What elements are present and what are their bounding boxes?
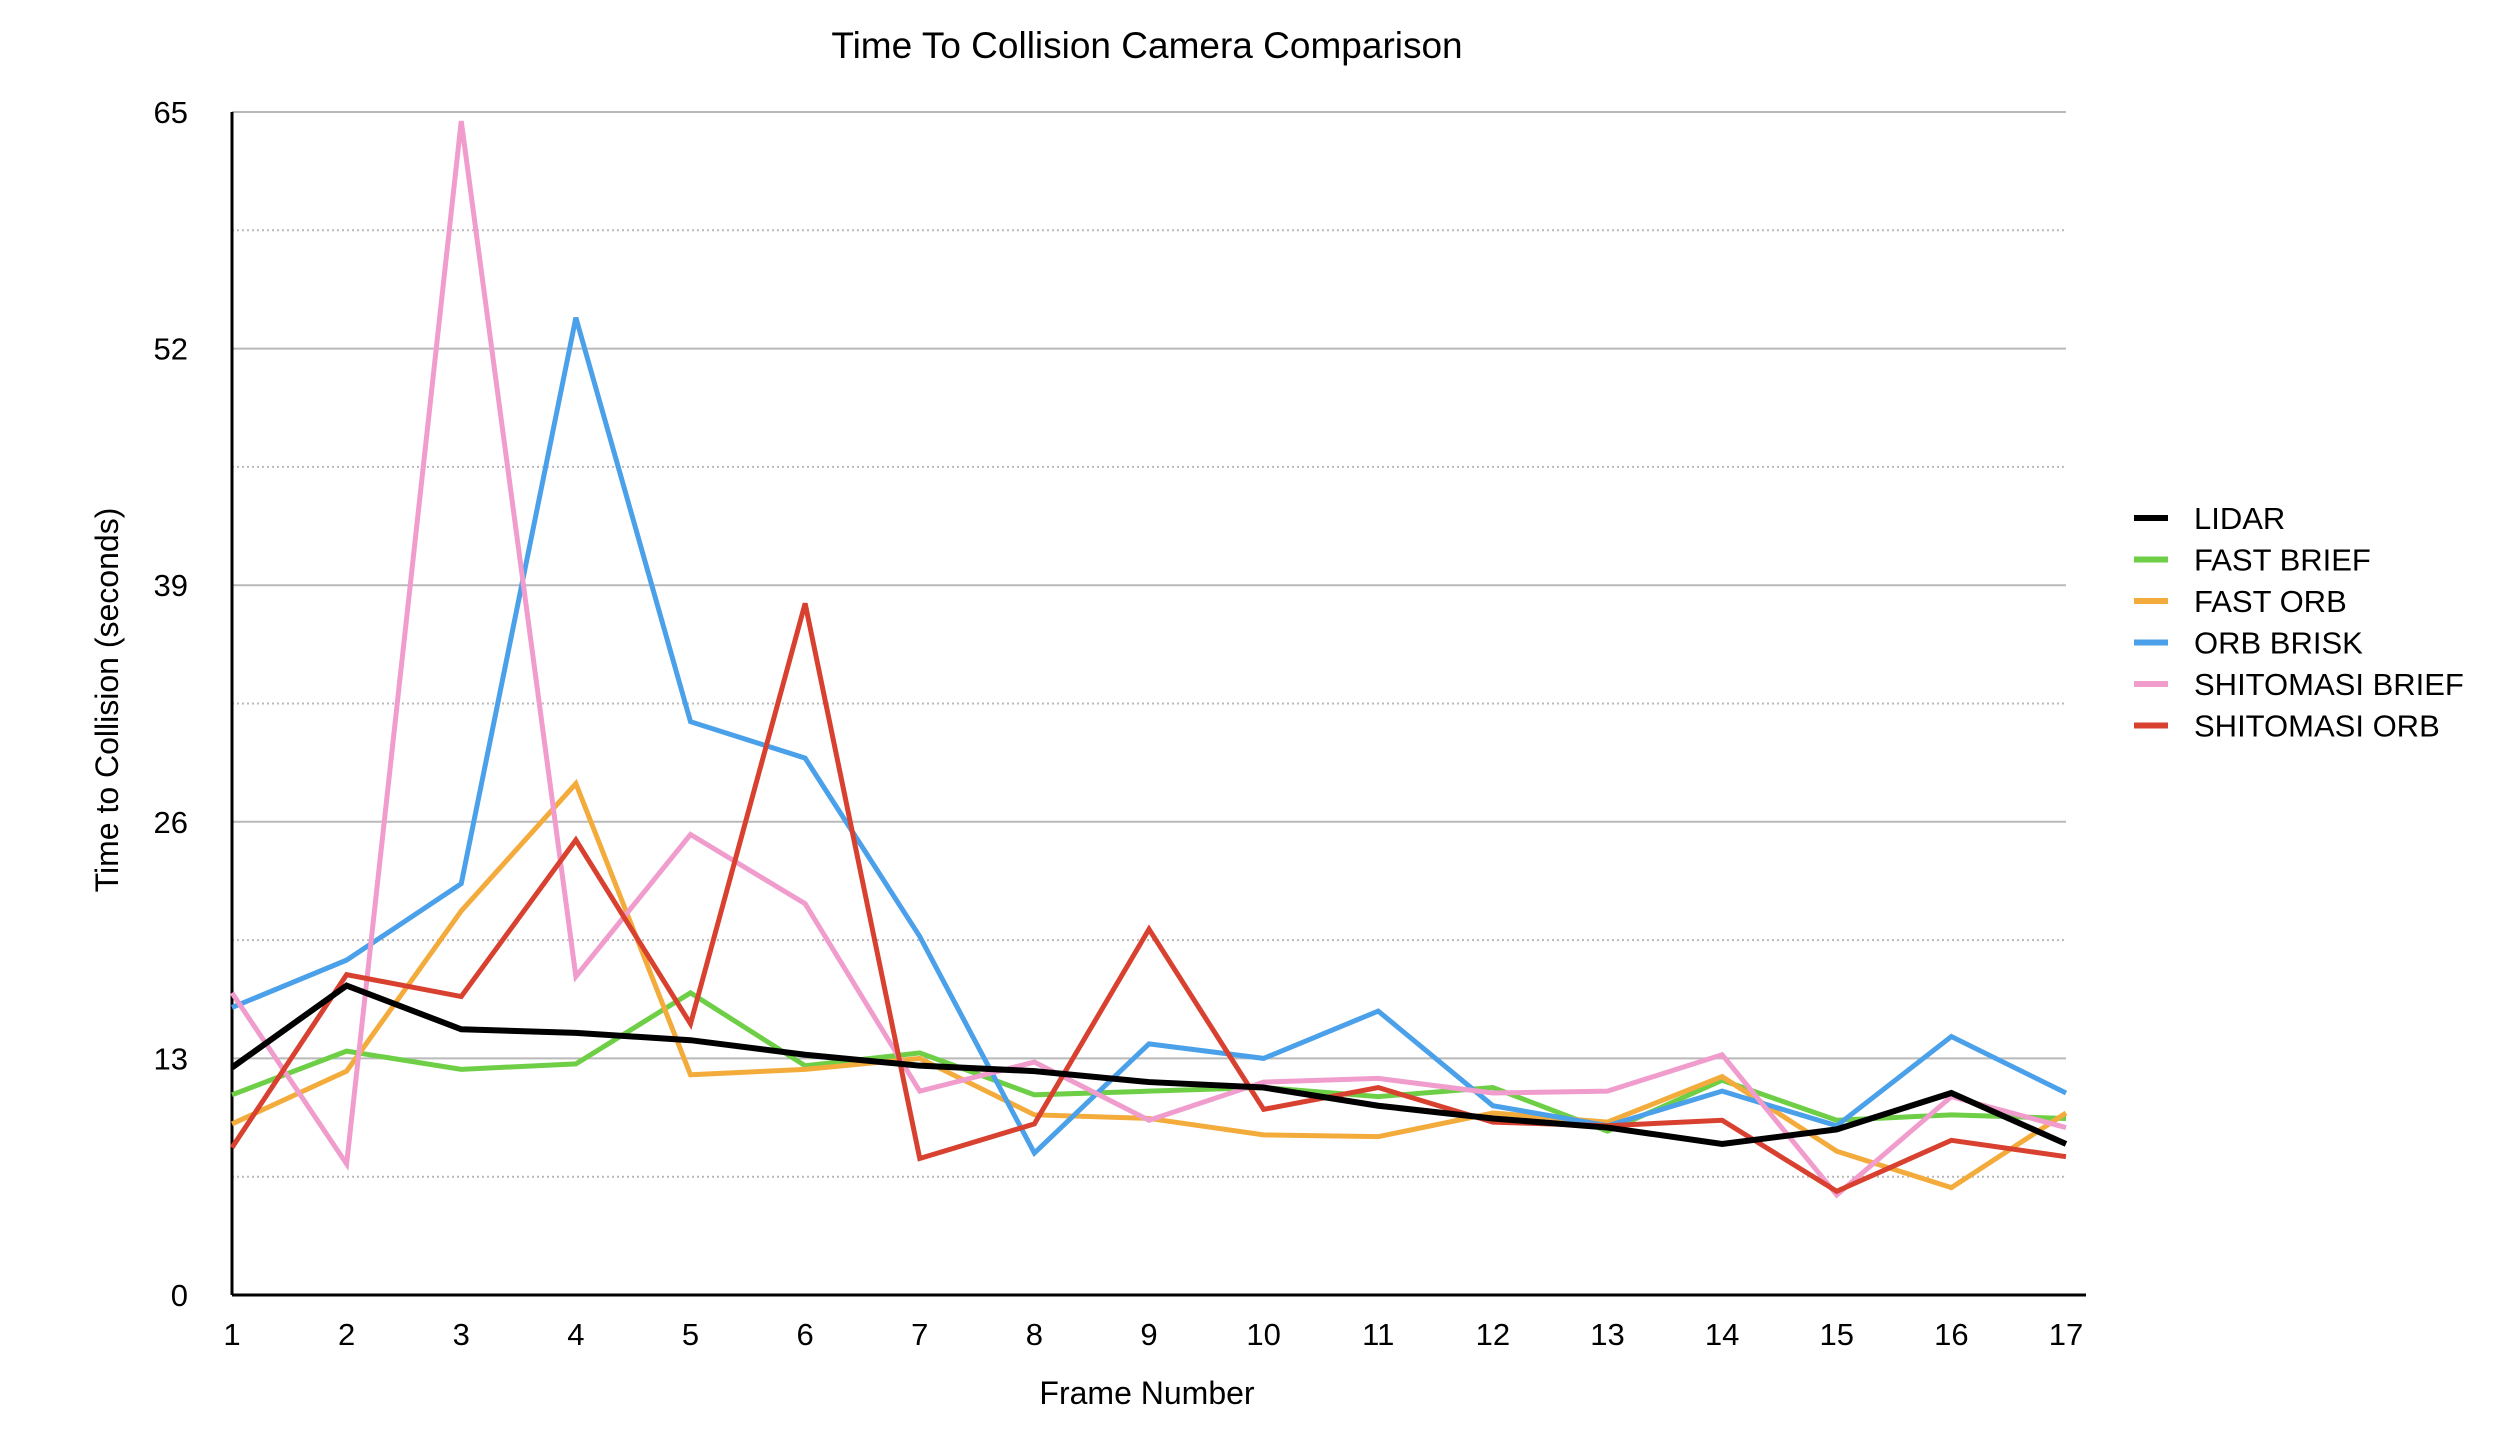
x-tick-label: 5 bbox=[682, 1317, 699, 1352]
y-tick-labels: 0 13 26 39 52 65 bbox=[154, 95, 188, 1313]
legend: LIDAR FAST BRIEF FAST ORB ORB BRISK SHITOMAS… bbox=[2134, 501, 2464, 744]
series-line-fast-brief bbox=[231, 989, 2067, 1134]
x-tick-label: 4 bbox=[567, 1317, 584, 1352]
x-tick-label: 17 bbox=[2049, 1317, 2083, 1352]
x-tick-label: 10 bbox=[1246, 1317, 1280, 1352]
y-axis-title: Time to Collision (seconds) bbox=[89, 508, 125, 893]
series-line-shitomasi-orb bbox=[229, 602, 2067, 1195]
legend-label: SHITOMASI BRIEF bbox=[2194, 667, 2464, 702]
x-tick-label: 1 bbox=[223, 1317, 240, 1352]
x-tick-label: 8 bbox=[1026, 1317, 1043, 1352]
y-tick-label: 13 bbox=[154, 1041, 188, 1076]
x-tick-labels: 1 2 3 4 5 6 7 8 9 10 11 12 13 14 15 16 17 bbox=[223, 1317, 2083, 1352]
y-tick-label: 52 bbox=[154, 332, 188, 367]
axes bbox=[230, 112, 2086, 1297]
legend-label: FAST BRIEF bbox=[2194, 543, 2371, 578]
x-tick-label: 16 bbox=[1934, 1317, 1968, 1352]
legend-label: LIDAR bbox=[2194, 501, 2285, 536]
series-line-shitomasi-brief bbox=[229, 120, 2067, 1199]
x-tick-label: 13 bbox=[1590, 1317, 1624, 1352]
y-tick-label: 0 bbox=[171, 1278, 188, 1313]
x-tick-label: 15 bbox=[1820, 1317, 1854, 1352]
series-lines bbox=[229, 120, 2068, 1199]
y-tick-label: 26 bbox=[154, 805, 188, 840]
y-tick-label: 65 bbox=[154, 95, 188, 130]
x-tick-label: 12 bbox=[1476, 1317, 1510, 1352]
legend-label: ORB BRISK bbox=[2194, 626, 2363, 661]
x-tick-label: 11 bbox=[1362, 1317, 1394, 1352]
x-tick-label: 7 bbox=[911, 1317, 928, 1352]
x-tick-label: 2 bbox=[338, 1317, 355, 1352]
x-tick-label: 14 bbox=[1705, 1317, 1739, 1352]
legend-label: SHITOMASI ORB bbox=[2194, 709, 2440, 744]
series-line-lidar bbox=[230, 982, 2068, 1147]
x-tick-label: 9 bbox=[1140, 1317, 1157, 1352]
y-tick-label: 39 bbox=[154, 568, 188, 603]
chart-title: Time To Collision Camera Comparison bbox=[831, 25, 1462, 66]
x-tick-label: 6 bbox=[797, 1317, 814, 1352]
legend-label: FAST ORB bbox=[2194, 584, 2347, 619]
x-axis-title: Frame Number bbox=[1039, 1375, 1255, 1411]
x-tick-label: 3 bbox=[453, 1317, 470, 1352]
